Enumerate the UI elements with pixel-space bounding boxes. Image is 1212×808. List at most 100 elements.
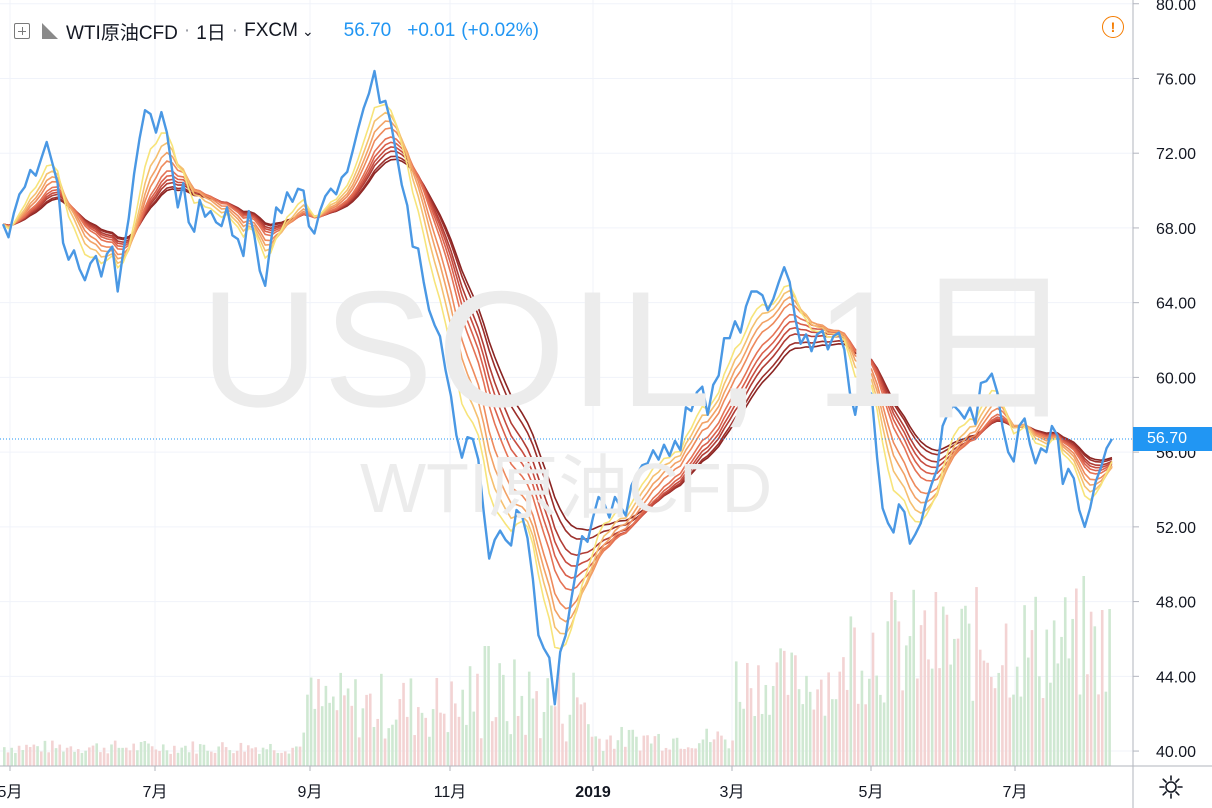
volume-bar (254, 747, 257, 766)
legend-symbol[interactable]: WTI原油CFD (66, 22, 178, 44)
legend-last-price: 56.70 (343, 20, 392, 41)
volume-bar (476, 673, 479, 766)
volume-bar (198, 744, 202, 766)
volume-bar (287, 753, 291, 766)
volume-bar (298, 746, 302, 766)
volume-bar (742, 708, 745, 766)
volume-bar (775, 662, 779, 766)
gear-icon[interactable] (1158, 774, 1184, 800)
price-series-line[interactable] (1, 69, 1114, 706)
volume-bar (916, 678, 919, 766)
volume-bar (1049, 682, 1052, 766)
volume-bar (797, 689, 801, 766)
volume-bar (731, 740, 734, 766)
volume-bar (953, 638, 956, 766)
volume-bar (147, 743, 150, 766)
volume-bar (697, 743, 701, 766)
plus-box-icon[interactable] (14, 23, 30, 39)
volume-bar (1093, 626, 1097, 766)
volume-bar (771, 685, 775, 766)
volume-bar (272, 750, 276, 766)
volume-bar (893, 600, 897, 766)
volume-bar (875, 675, 879, 766)
volume-bar (553, 706, 557, 766)
volume-bar (502, 674, 505, 766)
volume-bar (557, 666, 561, 766)
volume-bar (849, 616, 853, 766)
volume-bar (583, 702, 586, 766)
volume-bar (827, 672, 830, 766)
volume-bar (539, 738, 542, 766)
volume-bar (620, 726, 623, 766)
volume-bar (790, 652, 793, 766)
x-tick-label: 11月 (434, 784, 467, 801)
x-tick-label: 5月 (859, 784, 884, 801)
volume-bar (121, 747, 124, 766)
volume-bar (269, 743, 272, 766)
legend-interval[interactable]: 1日 (196, 22, 226, 44)
volume-bar (380, 673, 383, 766)
volume-bar (332, 696, 335, 766)
volume-bar (938, 668, 941, 766)
volume-bar (1026, 657, 1030, 766)
ma-line (2, 155, 1113, 540)
alert-icon[interactable]: ! (1102, 16, 1124, 38)
volume-histogram (3, 576, 1111, 766)
volume-bar (309, 677, 313, 766)
volume-bar (982, 660, 986, 766)
volume-bar (1082, 576, 1086, 766)
volume-bar (627, 729, 631, 766)
volume-bar (661, 750, 664, 766)
y-tick-label: 48.00 (1156, 595, 1196, 612)
volume-bar (808, 691, 812, 766)
volume-bar (246, 745, 250, 766)
volume-bar (228, 750, 232, 766)
volume-bar (542, 712, 546, 766)
volume-bar (472, 711, 476, 766)
volume-bar (649, 743, 653, 766)
volume-bar (941, 606, 945, 766)
volume-bar (1052, 620, 1056, 766)
volume-bar (860, 670, 864, 766)
volume-bar (879, 694, 882, 766)
volume-bar (967, 623, 971, 766)
volume-bar (402, 682, 405, 766)
volume-bar (391, 724, 394, 766)
volume-bar (786, 694, 790, 766)
volume-bar (1019, 696, 1023, 766)
volume-bar (302, 732, 306, 766)
volume-bar (990, 676, 993, 766)
volume-bar (927, 659, 930, 766)
volume-bar (405, 716, 409, 766)
volume-bar (413, 735, 416, 766)
volume-bar (1108, 609, 1111, 766)
y-tick-label: 64.00 (1156, 296, 1196, 313)
volume-bar (206, 750, 209, 766)
volume-bar (546, 678, 550, 766)
volume-bar (446, 732, 450, 766)
volume-bar (1060, 636, 1063, 766)
volume-bar (450, 681, 453, 766)
volume-bar (76, 749, 80, 766)
volume-bar (84, 750, 87, 766)
y-tick-label: 68.00 (1156, 221, 1196, 238)
volume-bar (39, 751, 43, 766)
volume-bar (672, 738, 675, 766)
volume-bar (343, 695, 346, 766)
volume-bar (978, 649, 982, 766)
x-tick-label: 7月 (143, 784, 168, 801)
volume-bar (886, 621, 890, 766)
legend-exchange[interactable]: FXCM (244, 20, 298, 41)
ma-line (2, 103, 1113, 650)
flag-icon[interactable] (42, 23, 58, 39)
volume-bar (564, 741, 568, 766)
volume-bar (187, 752, 191, 766)
volume-bar (768, 714, 771, 766)
volume-bar (417, 707, 420, 766)
volume-bar (738, 701, 742, 766)
chevron-down-icon[interactable]: ⌄ (301, 22, 314, 39)
volume-bar (317, 678, 320, 766)
volume-bar (195, 753, 198, 766)
volume-bar (73, 751, 76, 766)
